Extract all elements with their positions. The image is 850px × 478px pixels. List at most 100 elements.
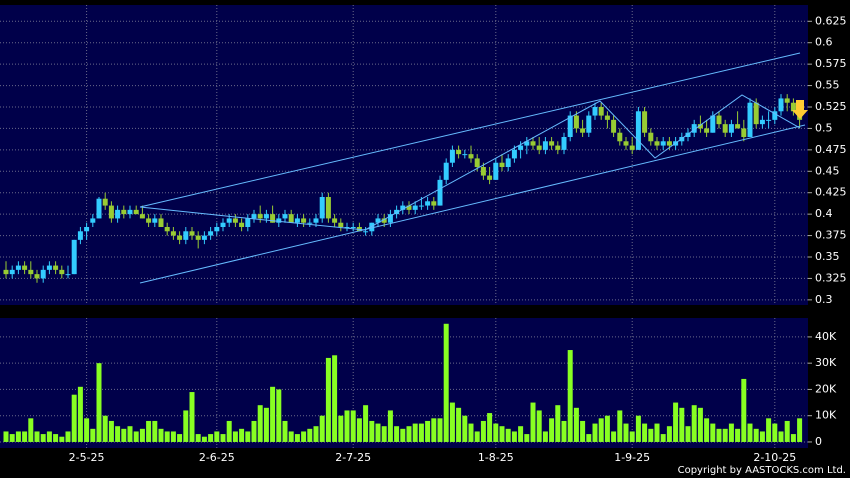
volume-bar <box>46 431 52 442</box>
candle-body <box>542 141 548 150</box>
candle-body <box>121 209 127 215</box>
volume-bar <box>797 418 803 442</box>
x-tick-label: 2-7-25 <box>335 451 371 464</box>
volume-bar <box>350 410 356 442</box>
candle-body <box>573 115 579 129</box>
volume-bar <box>381 426 387 442</box>
candle-body <box>387 214 393 223</box>
volume-bar <box>96 363 102 442</box>
candle-body <box>251 214 257 219</box>
volume-bar <box>363 405 369 442</box>
volume-bar <box>276 389 282 442</box>
candle-body <box>766 119 772 121</box>
candle-body <box>685 132 691 137</box>
candle-body <box>245 218 251 227</box>
candle-body <box>480 167 486 176</box>
candle-body <box>115 209 121 219</box>
volume-bar <box>778 431 784 442</box>
volume-bar <box>443 323 449 442</box>
candle-body <box>759 119 765 125</box>
candle-body <box>394 209 400 215</box>
volume-bar <box>598 418 604 442</box>
candle-body <box>735 124 741 129</box>
candle-body <box>71 239 77 275</box>
candle-body <box>108 205 114 219</box>
candle-body <box>449 149 455 163</box>
volume-bar <box>400 428 406 442</box>
candle-body <box>728 124 734 133</box>
candle-body <box>102 198 108 206</box>
volume-bar <box>518 426 524 442</box>
y-tick-label: 0.425 <box>815 186 847 199</box>
candle-body <box>406 205 412 210</box>
candle-body <box>369 222 375 232</box>
candle-body <box>505 158 511 167</box>
volume-bar <box>611 431 617 442</box>
volume-bar <box>208 434 214 442</box>
volume-bar <box>115 426 121 442</box>
candle-body <box>325 197 331 219</box>
candle-body <box>263 214 269 219</box>
volume-bar <box>753 428 759 442</box>
candle-body <box>344 227 350 228</box>
candle-body <box>90 218 96 223</box>
volume-bar <box>604 415 610 442</box>
volume-bar <box>511 431 517 442</box>
volume-bar <box>790 434 796 442</box>
volume-bar <box>338 415 344 442</box>
volume-bar <box>288 431 294 442</box>
copyright: Copyright by AASTOCKS.com Ltd. <box>678 465 846 476</box>
candle-body <box>710 115 716 133</box>
volume-bar <box>65 431 71 442</box>
volume-bar <box>59 436 65 442</box>
volume-bar <box>685 426 691 442</box>
y-tick-label: 0.3 <box>815 293 833 306</box>
volume-bar <box>592 423 598 442</box>
candle-body <box>170 231 176 236</box>
candle-body <box>418 205 424 207</box>
candle-body <box>201 235 207 240</box>
y-tick-label: 0.55 <box>815 79 840 92</box>
volume-bar <box>22 431 28 442</box>
candle-body <box>313 218 319 223</box>
volume-bar <box>623 423 629 442</box>
volume-bar <box>232 431 238 442</box>
y-tick-label: 20K <box>815 382 837 395</box>
volume-bar <box>673 402 679 442</box>
candle-body <box>598 107 604 116</box>
volume-bar <box>505 428 511 442</box>
volume-bar <box>90 428 96 442</box>
volume-bar <box>784 420 790 442</box>
candle-body <box>164 227 170 232</box>
candle-body <box>592 107 598 116</box>
x-tick-label: 2-5-25 <box>69 451 105 464</box>
volume-bar <box>617 410 623 442</box>
signal-arrow <box>792 100 808 119</box>
x-tick-label: 1-8-25 <box>478 451 514 464</box>
volume-bar <box>152 420 158 442</box>
candle-body <box>518 145 524 150</box>
volume-bar <box>567 350 573 442</box>
volume-bar <box>530 402 536 442</box>
candle-body <box>772 111 778 120</box>
volume-bar <box>170 431 176 442</box>
volume-bar <box>201 436 207 442</box>
candle-body <box>784 98 790 103</box>
volume-bar <box>189 392 195 442</box>
volume-bar <box>660 434 666 442</box>
volume-bar <box>648 428 654 442</box>
volume-bar <box>394 426 400 442</box>
volume-bar <box>195 434 201 442</box>
candle-body <box>499 162 505 167</box>
candle-body <box>580 128 586 133</box>
volume-bar <box>679 407 685 442</box>
y-tick-label: 0.5 <box>815 121 833 134</box>
volume-bar <box>40 434 46 442</box>
volume-bar <box>294 434 300 442</box>
candle-body <box>375 218 381 223</box>
volume-bar <box>412 423 418 442</box>
y-tick-label: 0.4 <box>815 207 833 220</box>
candle-body <box>53 265 59 270</box>
candle-body <box>586 115 592 133</box>
volume-bar <box>313 426 319 442</box>
